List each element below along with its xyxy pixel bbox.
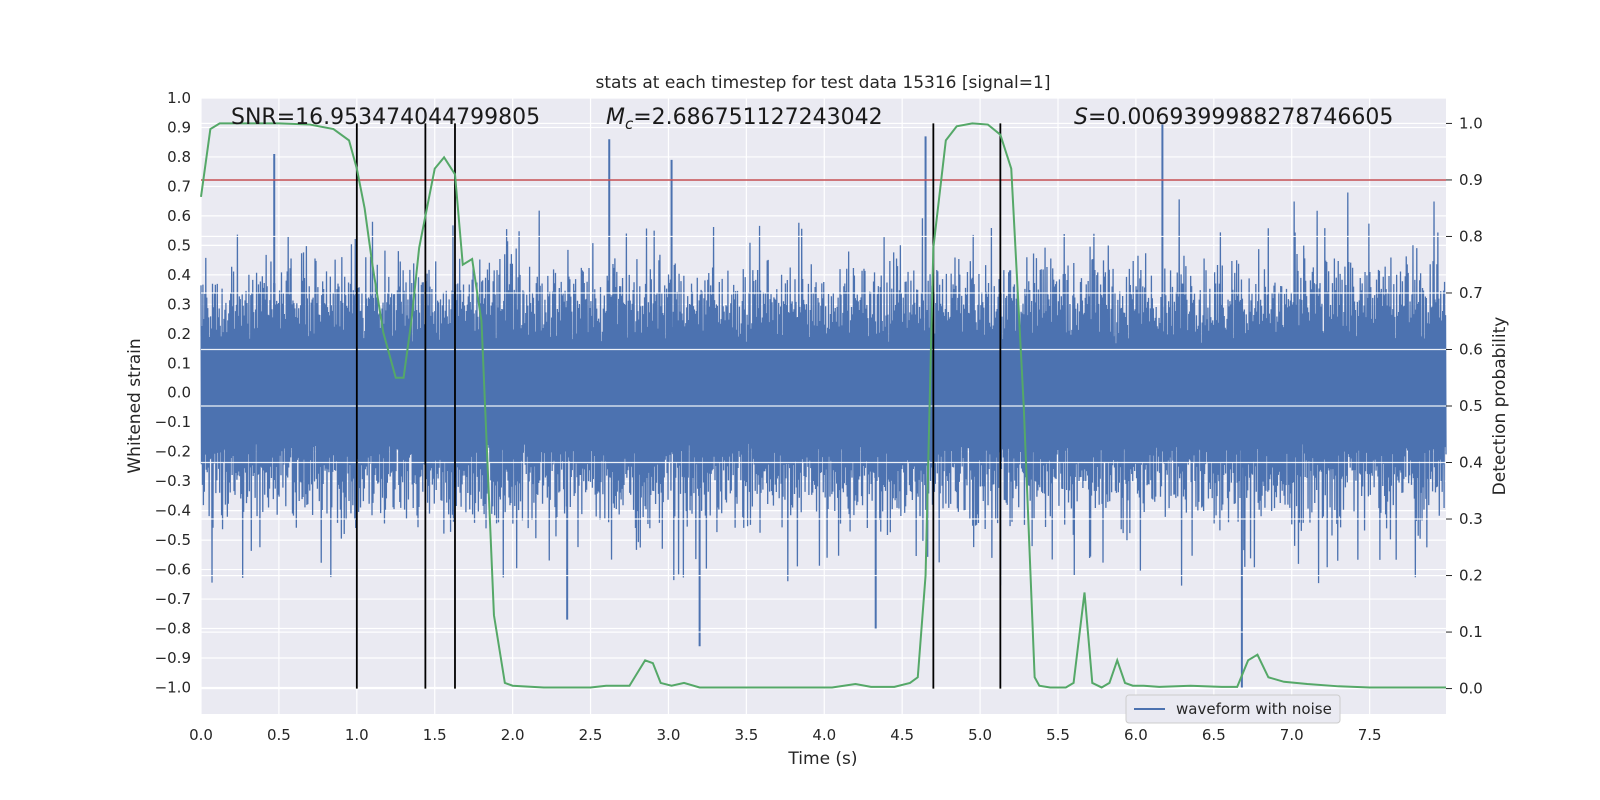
right-y-tick-label: 0.6 xyxy=(1459,340,1483,358)
x-tick-label: 5.5 xyxy=(1046,726,1070,744)
x-tick-label: 3.0 xyxy=(657,726,681,744)
right-y-tick-label: 1.0 xyxy=(1459,114,1483,132)
x-tick-label: 4.0 xyxy=(812,726,836,744)
left-y-tick-label: −0.3 xyxy=(155,472,191,490)
left-y-tick-label: 0.1 xyxy=(167,354,191,372)
right-y-tick-label: 0.5 xyxy=(1459,397,1483,415)
left-y-axis-label: Whitened strain xyxy=(125,338,145,473)
s-value: =0.0069399988278746605 xyxy=(1088,105,1393,130)
left-y-tick-label: 0.2 xyxy=(167,325,191,343)
x-tick-label: 3.5 xyxy=(734,726,758,744)
left-y-tick-label: 0.4 xyxy=(167,266,191,284)
x-tick-label: 2.0 xyxy=(501,726,525,744)
waveform-series xyxy=(200,122,1447,690)
left-y-tick-label: −0.7 xyxy=(155,590,191,608)
chirp-mass-symbol: M xyxy=(606,105,625,130)
right-y-tick-label: 0.3 xyxy=(1459,510,1483,528)
legend-box xyxy=(1125,694,1341,724)
x-tick-label: 0.0 xyxy=(189,726,213,744)
waveform-with-noise-line xyxy=(200,192,1447,586)
detection-probability-series xyxy=(200,122,1446,689)
chart-title: stats at each timestep for test data 153… xyxy=(596,73,1051,93)
s-annotation: S=0.0069399988278746605 xyxy=(1074,105,1393,130)
legend-label: waveform with noise xyxy=(1176,700,1332,718)
left-y-tick-label: −0.4 xyxy=(155,502,191,520)
x-tick-label: 2.5 xyxy=(579,726,603,744)
left-y-tick-label: −0.1 xyxy=(155,413,191,431)
left-y-tick-label: 0.3 xyxy=(167,295,191,313)
left-y-tick-label: 1.0 xyxy=(167,89,191,107)
left-y-tick-label: −0.2 xyxy=(155,443,191,461)
detection-probability-line xyxy=(200,122,1446,689)
left-y-tick-label: −0.8 xyxy=(155,620,191,638)
left-y-tick-label: 0.5 xyxy=(167,236,191,254)
legend: waveform with noise xyxy=(1125,694,1341,724)
x-tick-label: 0.5 xyxy=(267,726,291,744)
left-y-tick-label: −1.0 xyxy=(155,678,191,696)
x-tick-label: 5.0 xyxy=(968,726,992,744)
x-tick-label: 6.0 xyxy=(1124,726,1148,744)
left-y-axis-ticks: 1.0 0.9 0.8 0.7 0.6 0.5 0.4 0.3 0.2 0.1 0.0 −0.1 −0.… xyxy=(155,89,191,696)
left-y-tick-label: 0.6 xyxy=(167,207,191,225)
right-y-tick-label: 0.4 xyxy=(1459,454,1483,472)
left-y-tick-label: 0.7 xyxy=(167,177,191,195)
x-tick-label: 7.0 xyxy=(1280,726,1304,744)
right-y-tick-label: 0.9 xyxy=(1459,171,1483,189)
x-tick-label: 1.5 xyxy=(423,726,447,744)
right-y-axis-ticks: 1.0 0.9 0.8 0.7 0.6 0.5 0.4 0.3 0.2 0.1 0.0 xyxy=(1446,114,1483,698)
chirp-mass-value: =2.686751127243042 xyxy=(633,105,882,130)
right-y-tick-label: 0.2 xyxy=(1459,567,1483,585)
left-y-tick-label: 0.0 xyxy=(167,384,191,402)
left-y-tick-label: −0.9 xyxy=(155,649,191,667)
x-tick-label: 6.5 xyxy=(1202,726,1226,744)
x-axis-ticks: 0.0 0.5 1.0 1.5 2.0 2.5 3.0 3.5 4.0 4.5 5.0 5.5 6.0 6… xyxy=(189,726,1382,744)
snr-annotation: SNR=16.953474044799805 xyxy=(231,105,540,130)
right-y-tick-label: 0.8 xyxy=(1459,227,1483,245)
x-tick-label: 4.5 xyxy=(890,726,914,744)
right-y-tick-label: 0.1 xyxy=(1459,623,1483,641)
chirp-mass-subscript: c xyxy=(625,115,634,133)
x-axis-label: Time (s) xyxy=(787,749,857,769)
left-y-tick-label: −0.5 xyxy=(155,531,191,549)
s-symbol: S xyxy=(1074,105,1088,130)
x-tick-label: 1.0 xyxy=(345,726,369,744)
x-tick-label: 7.5 xyxy=(1358,726,1382,744)
vertical-markers xyxy=(355,123,1002,689)
left-y-tick-label: −0.6 xyxy=(155,561,191,579)
right-y-tick-label: 0.0 xyxy=(1459,680,1483,698)
left-y-tick-label: 0.8 xyxy=(167,148,191,166)
left-y-tick-label: 0.9 xyxy=(167,118,191,136)
chirp-mass-annotation: Mc=2.686751127243042 xyxy=(606,105,883,133)
right-y-axis-label: Detection probability xyxy=(1490,317,1510,496)
right-y-tick-label: 0.7 xyxy=(1459,284,1483,302)
